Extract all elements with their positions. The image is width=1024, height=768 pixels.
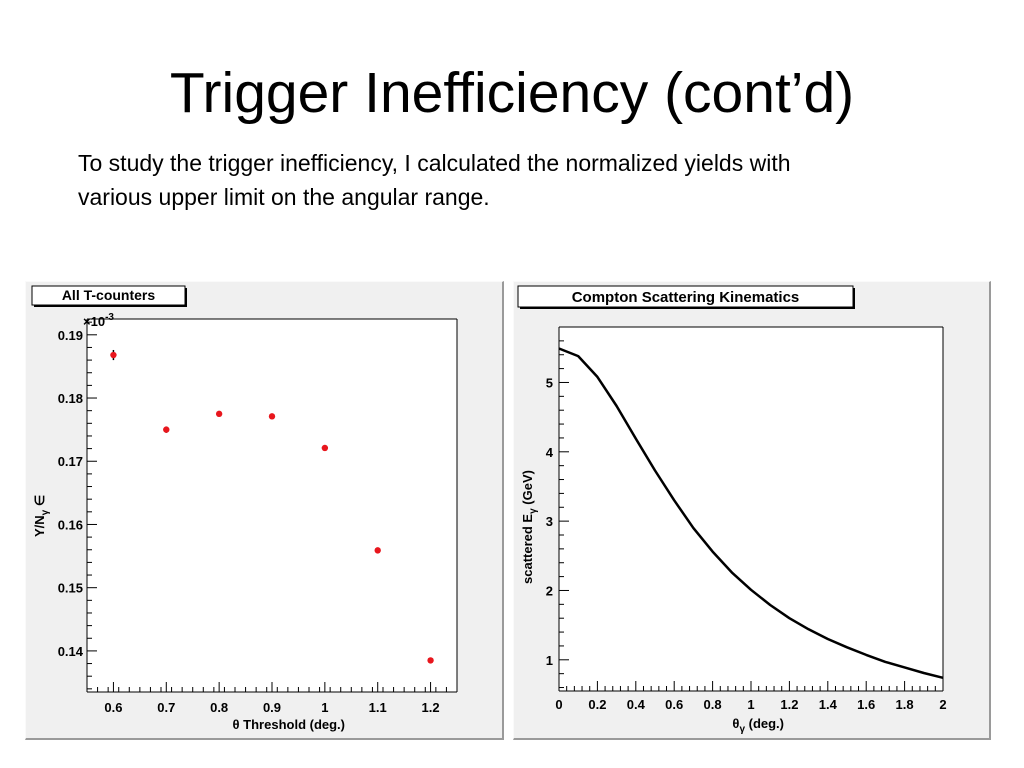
chart-title-box xyxy=(31,285,186,306)
y-tick-label: 3 xyxy=(546,514,553,529)
x-tick-label: 1.1 xyxy=(369,700,387,715)
y-tick-label: 4 xyxy=(546,445,554,460)
compton-kinematics-chart: 0 0.2 0.4 0.6 0.8 1 1.2 1.4 1.6 1.8 2 1 2 3 4 5 θγ (deg.… xyxy=(517,285,947,735)
x-tick-label: 1.6 xyxy=(857,697,875,712)
data-point xyxy=(427,657,434,664)
x-tick-label: 1.2 xyxy=(780,697,798,712)
x-tick-label: 1.2 xyxy=(422,700,440,715)
y-axis-title: Y/Nγ ∈ xyxy=(32,495,51,537)
data-point xyxy=(110,351,117,359)
x-axis-title: θ Threshold (deg.) xyxy=(233,717,345,732)
x-tick-label: 0.6 xyxy=(665,697,683,712)
plot-area xyxy=(559,327,943,691)
data-point xyxy=(374,547,381,554)
chart-title-box xyxy=(517,285,854,308)
slide-body-text: To study the trigger inefficiency, I cal… xyxy=(78,146,978,214)
data-point xyxy=(215,410,223,418)
data-point xyxy=(163,426,170,433)
x-tick-label: 0.6 xyxy=(104,700,122,715)
x-tick-label: 0.9 xyxy=(263,700,281,715)
y-tick-label: 0.16 xyxy=(58,517,83,532)
x-tick-label: 0.2 xyxy=(588,697,606,712)
x-tick-label: 1 xyxy=(747,697,754,712)
y-axis-title: scattered Eγ (GeV) xyxy=(520,470,539,584)
x-tick-label: 0 xyxy=(555,697,562,712)
x-tick-label: 0.8 xyxy=(704,697,722,712)
x-tick-label: 2 xyxy=(939,697,946,712)
x-tick-label: 1 xyxy=(321,700,328,715)
chart-title: Compton Scattering Kinematics xyxy=(572,289,800,306)
x-tick-label: 0.4 xyxy=(627,697,646,712)
y-tick-label: 0.14 xyxy=(58,644,84,659)
chart-panel-left: 0.6 0.7 0.8 0.9 1 1.1 1.2 0.14 0.15 0.16 0.17 0.18 0… xyxy=(25,281,504,740)
data-point xyxy=(321,444,329,452)
x-tick-label: 1.8 xyxy=(896,697,914,712)
trigger-yield-chart: 0.6 0.7 0.8 0.9 1 1.1 1.2 0.14 0.15 0.16 0.17 0.18 0… xyxy=(31,285,458,732)
slide-body-line-1: To study the trigger inefficiency, I cal… xyxy=(78,150,791,176)
y-tick-label: 1 xyxy=(546,653,553,668)
plot-area xyxy=(87,319,457,692)
chart-title: All T-counters xyxy=(62,287,156,303)
y-tick-label: 0.18 xyxy=(58,391,83,406)
y-multiplier-label: ×10-3 xyxy=(83,312,114,329)
y-tick-label: 5 xyxy=(546,375,553,390)
data-line xyxy=(558,347,944,680)
slide-body-line-2: various upper limit on the angular range… xyxy=(78,184,490,210)
data-point xyxy=(268,413,276,420)
x-tick-label: 0.8 xyxy=(210,700,228,715)
slide-title: Trigger Inefficiency (cont’d) xyxy=(169,61,855,125)
y-tick-label: 2 xyxy=(546,583,553,598)
x-tick-label: 1.4 xyxy=(819,697,838,712)
y-tick-label: 0.15 xyxy=(58,581,83,596)
y-tick-label: 0.19 xyxy=(58,328,83,343)
chart-panel-right: 0 0.2 0.4 0.6 0.8 1 1.2 1.4 1.6 1.8 2 1 2 3 4 5 θγ (deg.… xyxy=(513,281,991,740)
x-axis-title: θγ (deg.) xyxy=(732,716,784,735)
x-tick-label: 0.7 xyxy=(157,700,175,715)
y-tick-label: 0.17 xyxy=(58,454,83,469)
